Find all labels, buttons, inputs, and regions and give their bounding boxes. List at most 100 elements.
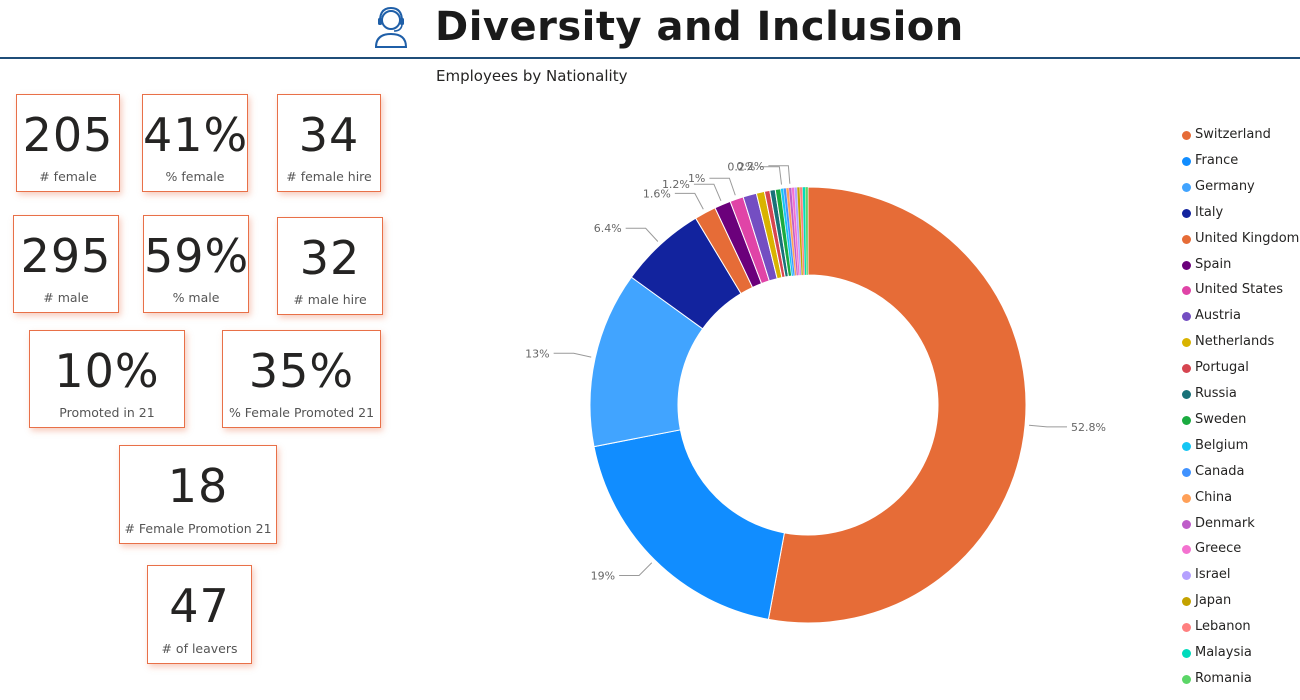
legend-swatch-icon: [1182, 441, 1191, 451]
data-label: 1%: [688, 172, 705, 185]
legend-label: Italy: [1195, 204, 1224, 220]
page-header: Diversity and Inclusion: [0, 0, 1300, 59]
data-label-leader: [768, 165, 791, 184]
legend-label: Romania: [1195, 670, 1252, 686]
legend-label: Israel: [1195, 567, 1231, 583]
donut-slice-france[interactable]: [593, 429, 785, 620]
data-label-leader: [619, 562, 653, 577]
kpi-label: # Female Promotion 21: [124, 521, 272, 536]
legend-swatch-icon: [1182, 493, 1191, 503]
legend-swatch-icon: [1182, 364, 1191, 374]
data-label-leader: [759, 166, 783, 185]
kpi-value: 47: [169, 579, 230, 633]
data-label: 0.2%: [736, 160, 764, 173]
legend-label: Greece: [1195, 541, 1242, 557]
kpi-label: # female: [39, 169, 97, 184]
data-label-leader: [625, 227, 659, 242]
legend-label: Switzerland: [1195, 127, 1271, 142]
data-label: 52.8%: [1071, 421, 1106, 434]
kpi-value: 205: [22, 108, 114, 162]
legend-swatch-icon: [1182, 131, 1191, 140]
legend-label: Austria: [1195, 308, 1241, 324]
legend-swatch-icon: [1182, 415, 1191, 425]
kpi-value: 41%: [143, 108, 249, 162]
legend-swatch-icon: [1182, 623, 1191, 633]
donut-slice-romania[interactable]: [805, 186, 809, 276]
donut-slice-switzerland[interactable]: [767, 186, 1027, 624]
legend-swatch-icon: [1182, 597, 1191, 607]
data-label-leader: [674, 192, 704, 210]
kpi-label: # male hire: [293, 292, 367, 307]
legend-swatch-icon: [1182, 312, 1191, 322]
legend-swatch-icon: [1182, 519, 1191, 529]
kpi-label: % Female Promoted 21: [228, 405, 375, 420]
kpi-female-percent[interactable]: 41% % female: [142, 94, 248, 192]
legend-label: France: [1195, 152, 1239, 168]
kpi-value: 34: [298, 108, 360, 162]
kpi-value: 10%: [54, 344, 160, 398]
kpi-female-hire[interactable]: 34 # female hire: [277, 94, 381, 192]
kpi-female-count[interactable]: 205 # female: [16, 94, 120, 192]
legend-swatch-icon: [1182, 208, 1191, 218]
kpi-label: % male: [172, 290, 220, 305]
legend-swatch-icon: [1182, 286, 1191, 296]
kpi-label: # female hire: [286, 169, 372, 184]
legend-swatch-icon: [1182, 182, 1191, 192]
legend-label: Spain: [1195, 256, 1232, 272]
legend-swatch-icon: [1182, 338, 1191, 348]
data-label: 1.6%: [643, 187, 671, 200]
legend-swatch-icon: [1182, 260, 1191, 270]
header-divider: [0, 57, 1300, 59]
kpi-label: # of leavers: [161, 641, 238, 656]
data-label: 1.2%: [662, 178, 690, 191]
legend-swatch-icon: [1182, 649, 1191, 658]
legend-label: United Kingdom: [1195, 230, 1300, 246]
page-title: Diversity and Inclusion: [435, 4, 964, 50]
data-label: 6.4%: [594, 222, 622, 235]
legend-label: Malaysia: [1195, 645, 1252, 660]
legend-label: Lebanon: [1195, 619, 1251, 635]
kpi-promoted[interactable]: 10% Promoted in 21: [29, 330, 185, 428]
legend-swatch-icon: [1182, 467, 1191, 477]
legend-label: Denmark: [1195, 515, 1255, 531]
legend-swatch-icon: [1182, 674, 1191, 684]
data-label-leader: [693, 183, 722, 201]
kpi-label: # male: [43, 290, 89, 305]
legend-label: Russia: [1195, 386, 1237, 401]
data-label-leader: [709, 177, 736, 196]
legend-label: Belgium: [1195, 437, 1249, 453]
legend-label: Portugal: [1195, 360, 1249, 376]
kpi-male-percent[interactable]: 59% % male: [143, 215, 249, 313]
legend-swatch-icon: [1182, 571, 1191, 581]
kpi-leavers[interactable]: 47 # of leavers: [147, 565, 252, 664]
legend-swatch-icon: [1182, 156, 1191, 166]
data-label-leader: [553, 352, 592, 358]
kpi-label: Promoted in 21: [59, 405, 155, 420]
data-label: 19%: [591, 570, 615, 583]
legend-label: China: [1195, 489, 1233, 505]
legend-label: Germany: [1195, 178, 1255, 194]
headset-user-icon: [374, 6, 408, 48]
kpi-value: 295: [20, 229, 112, 283]
legend-label: Canada: [1195, 463, 1245, 479]
kpi-label: % female: [165, 169, 225, 184]
legend-label: Sweden: [1195, 411, 1247, 427]
legend-label: United States: [1195, 282, 1284, 298]
legend-swatch-icon: [1182, 234, 1191, 244]
kpi-value: 32: [299, 231, 361, 285]
kpi-value: 35%: [248, 344, 355, 398]
data-label: 0.2%: [727, 161, 755, 174]
legend-swatch-icon: [1182, 545, 1191, 555]
data-label-leader: [1029, 424, 1068, 428]
data-label: 13%: [525, 347, 549, 360]
kpi-value: 59%: [144, 229, 250, 283]
kpi-female-promoted-percent[interactable]: 35% % Female Promoted 21: [222, 330, 381, 428]
chart-title: Employees by Nationality: [436, 67, 628, 85]
kpi-male-count[interactable]: 295 # male: [13, 215, 119, 313]
kpi-male-hire[interactable]: 32 # male hire: [277, 217, 383, 315]
kpi-female-promotion-count[interactable]: 18 # Female Promotion 21: [119, 445, 277, 544]
legend-label: Japan: [1195, 593, 1232, 609]
legend-swatch-icon: [1182, 390, 1191, 399]
kpi-value: 18: [167, 459, 229, 513]
